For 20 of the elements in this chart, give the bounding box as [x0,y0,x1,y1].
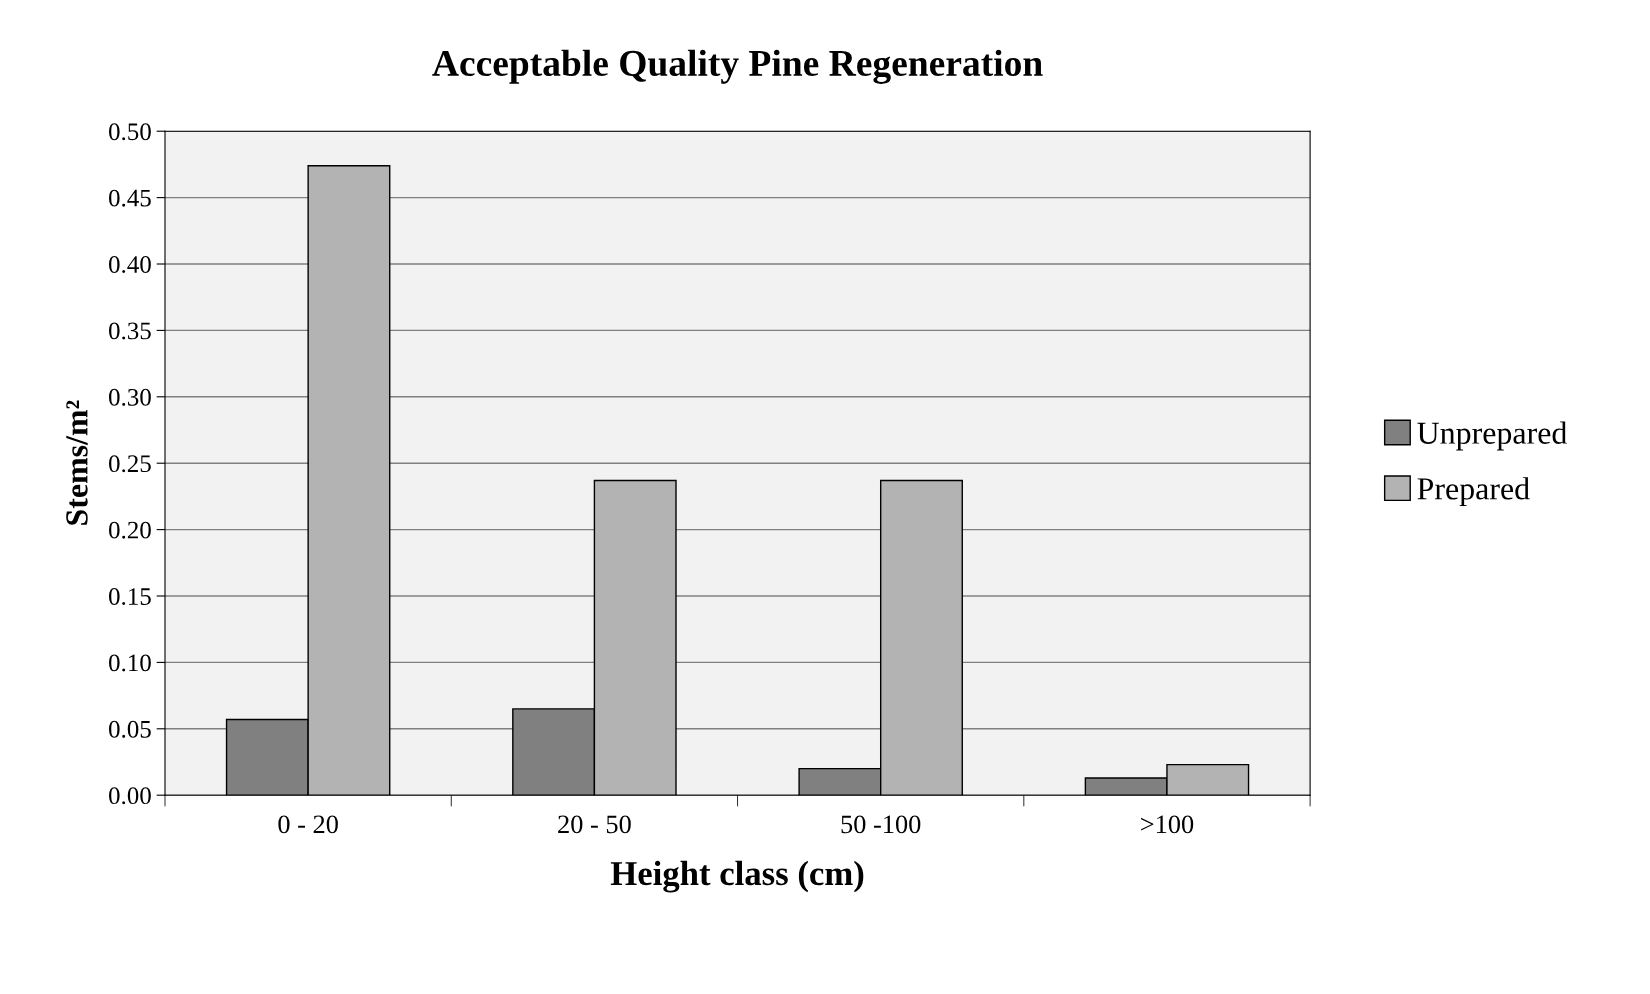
x-tick-label: 20 - 50 [558,815,631,834]
x-tick-label: >100 [1141,815,1194,834]
legend-label: Prepared [1417,477,1530,507]
y-tick-label: 0.30 [109,388,151,406]
x-axis-title: Height class (cm) [610,860,864,893]
y-tick-label: 0.50 [109,123,151,141]
y-tick-label: 0.00 [109,787,151,805]
y-tick-label: 0.40 [109,256,151,274]
chart-title: Acceptable Quality Pine Regeneration [432,49,1043,84]
y-tick-label: 0.15 [109,588,151,606]
x-tick-label: 0 - 20 [278,815,338,834]
y-tick-label: 0.20 [109,521,151,539]
x-tick-label: 50 -100 [841,815,921,834]
y-tick-label: 0.10 [109,654,151,672]
y-tick-label: 0.25 [109,455,151,473]
y-tick-label: 0.05 [109,720,151,738]
y-axis-title: Stems/m² [66,400,88,525]
y-tick-label: 0.35 [109,322,151,340]
y-tick-label: 0.45 [109,189,151,207]
legend-label: Unprepared [1417,421,1567,451]
